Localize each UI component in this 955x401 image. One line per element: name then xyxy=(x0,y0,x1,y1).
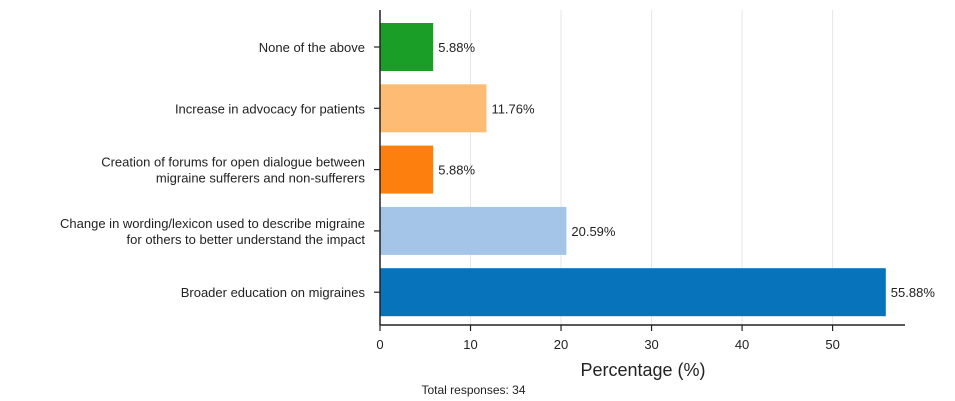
data-label: 5.88% xyxy=(438,163,475,178)
bar xyxy=(380,23,434,71)
x-tick-label: 30 xyxy=(644,337,658,352)
labels: 5.88% None of the above 11.76% Increase in … xyxy=(60,40,935,352)
category-label: Change in wording/lexicon used to descri… xyxy=(60,216,365,247)
data-label: 11.76% xyxy=(491,101,535,116)
data-label: 55.88% xyxy=(891,285,936,300)
x-tick-label: 40 xyxy=(735,337,749,352)
category-label: Creation of forums for open dialogue bet… xyxy=(101,155,365,186)
category-label: Broader education on migraines xyxy=(181,285,366,300)
category-label: Increase in advocacy for patients xyxy=(175,101,366,116)
bar xyxy=(380,268,886,317)
x-tick-label: 10 xyxy=(463,337,477,352)
bar xyxy=(380,206,567,255)
x-axis-title: Percentage (%) xyxy=(580,360,705,380)
x-tick-label: 20 xyxy=(554,337,568,352)
data-label: 5.88% xyxy=(438,40,475,55)
category-label: None of the above xyxy=(259,40,365,55)
axes xyxy=(374,10,905,331)
bar xyxy=(380,84,487,133)
bar xyxy=(380,145,434,194)
data-label: 20.59% xyxy=(571,224,616,239)
x-tick-label: 0 xyxy=(376,337,383,352)
x-tick-label: 50 xyxy=(825,337,839,352)
bars xyxy=(380,23,886,317)
total-responses-note: Total responses: 34 xyxy=(421,383,526,397)
